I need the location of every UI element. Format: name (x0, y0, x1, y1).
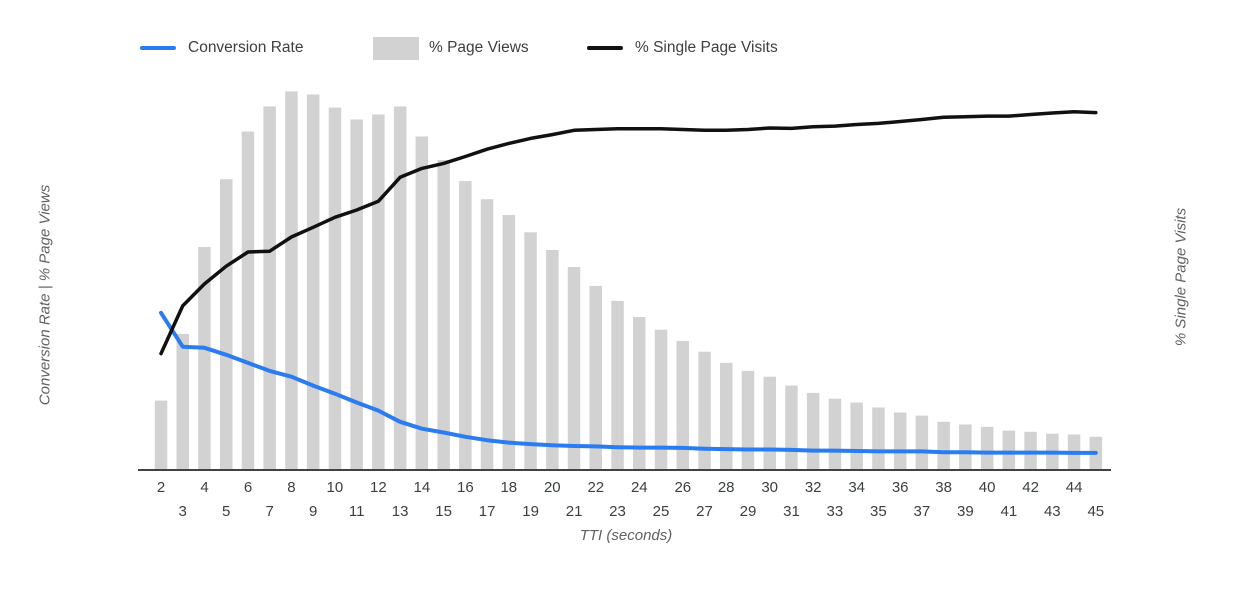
bar-page-views (763, 376, 776, 470)
bar-page-views (306, 94, 320, 470)
bar-page-views (328, 107, 342, 470)
x-tick-label: 10 (327, 479, 344, 496)
bar-page-views (980, 426, 994, 470)
bar-page-views (415, 136, 429, 470)
x-tick-label: 7 (266, 503, 274, 520)
x-tick-label: 27 (696, 503, 713, 520)
bar-page-views (480, 199, 494, 470)
x-tick-label: 31 (783, 503, 800, 520)
x-tick-label: 5 (222, 503, 230, 520)
bar-page-views (154, 400, 168, 470)
bar-page-views (741, 370, 755, 470)
x-tick-label: 29 (740, 503, 757, 520)
bar-page-views (589, 285, 602, 470)
x-tick-label: 33 (827, 503, 844, 520)
legend-box-swatch-page-views (373, 36, 419, 60)
x-tick-label: 24 (631, 479, 648, 496)
bar-page-views (872, 407, 885, 470)
bar-page-views (350, 119, 363, 470)
bar-page-views (633, 317, 646, 470)
bar-page-views (720, 362, 733, 470)
x-tick-label: 18 (500, 479, 517, 496)
bar-page-views (915, 415, 929, 470)
x-tick-label: 26 (674, 479, 691, 496)
bar-page-views (698, 351, 711, 470)
bar-page-views (850, 402, 863, 470)
legend-item-conversion-rate[interactable]: Conversion Rate (140, 36, 303, 60)
bar-page-views (285, 91, 298, 470)
bar-page-views (372, 114, 385, 470)
bar-page-views (263, 106, 276, 470)
bar-page-views (567, 267, 581, 470)
bar-page-views (806, 392, 820, 470)
x-tick-label: 35 (870, 503, 887, 520)
x-tick-label: 19 (522, 503, 539, 520)
x-tick-label: 14 (414, 479, 431, 496)
bar-page-views (198, 247, 211, 470)
bar-page-views (676, 340, 689, 470)
x-tick-label: 38 (935, 479, 952, 496)
x-tick-label: 34 (848, 479, 865, 496)
bar-page-views (611, 300, 624, 470)
x-tick-label: 32 (805, 479, 822, 496)
x-tick-label: 8 (287, 479, 295, 496)
legend-label-page-views: % Page Views (429, 39, 529, 56)
x-tick-label: 13 (392, 503, 409, 520)
line-conversion-rate (159, 310, 1098, 455)
bar-page-views (785, 385, 798, 470)
legend-line-swatch-single-page-visits (587, 46, 623, 50)
x-tick-label: 40 (979, 479, 996, 496)
bar-page-views (1002, 430, 1016, 470)
legend-label-conversion-rate: Conversion Rate (188, 39, 304, 56)
bar-page-views (459, 181, 472, 470)
legend-item-page-views[interactable]: % Page Views (373, 36, 529, 60)
x-tick-label: 9 (309, 503, 317, 520)
bar-page-views (654, 329, 668, 470)
bar-page-views (220, 179, 233, 470)
x-tick-label: 3 (179, 503, 187, 520)
x-tick-label: 41 (1001, 503, 1018, 520)
x-tick-label: 25 (653, 503, 670, 520)
x-tick-label: 28 (718, 479, 735, 496)
x-tick-label: 22 (587, 479, 604, 496)
bar-page-views (176, 334, 189, 470)
bar-page-views (546, 250, 559, 470)
x-tick-label: 43 (1044, 503, 1061, 520)
bar-page-views (437, 160, 450, 470)
bar-page-views (524, 232, 537, 470)
x-tick-label: 21 (566, 503, 583, 520)
x-tick-label: 37 (914, 503, 931, 520)
x-tick-label: 20 (544, 479, 561, 496)
line-single-page-visits (159, 110, 1098, 356)
x-tick-label: 2 (157, 479, 165, 496)
legend-label-single-page-visits: % Single Page Visits (635, 39, 778, 56)
x-tick-label: 23 (609, 503, 626, 520)
x-tick-label: 6 (244, 479, 252, 496)
x-tick-label: 39 (957, 503, 974, 520)
legend-line-swatch-conversion-rate (140, 46, 176, 50)
bar-page-views (937, 421, 950, 470)
bar-page-views (502, 215, 516, 470)
bar-page-views (893, 412, 907, 470)
bar-page-views (241, 131, 255, 470)
x-tick-label: 30 (761, 479, 778, 496)
x-tick-label: 36 (892, 479, 909, 496)
x-tick-label: 17 (479, 503, 496, 520)
legend-item-single-page-visits[interactable]: % Single Page Visits (587, 36, 778, 60)
bar-page-views (393, 106, 407, 470)
x-tick-label: 42 (1022, 479, 1039, 496)
x-tick-label: 11 (349, 503, 365, 520)
bar-page-views (828, 398, 842, 470)
x-tick-label: 4 (200, 479, 208, 496)
bar-page-views (959, 424, 972, 470)
x-tick-label: 44 (1066, 479, 1083, 496)
x-tick-label: 12 (370, 479, 387, 496)
x-tick-label: 15 (435, 503, 452, 520)
x-tick-label: 45 (1087, 503, 1104, 520)
x-tick-label: 16 (457, 479, 474, 496)
x-axis-label: TTI (seconds) (579, 527, 673, 544)
